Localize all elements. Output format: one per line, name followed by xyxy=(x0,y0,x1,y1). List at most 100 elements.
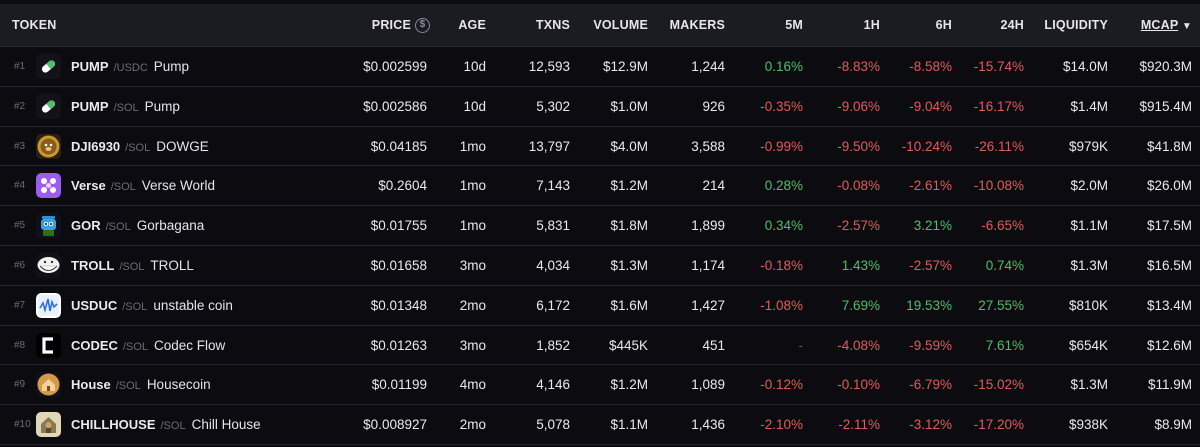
change-1h-cell: -2.11% xyxy=(838,417,880,433)
token-label[interactable]: DJI6930/SOL DOWGE xyxy=(71,127,209,166)
token-label[interactable]: House/SOL Housecoin xyxy=(71,365,211,404)
quote-symbol: /SOL xyxy=(110,181,136,194)
header-1h[interactable]: 1H xyxy=(863,18,880,32)
change-6h-cell: -9.59% xyxy=(909,337,952,353)
mcap-cell: $915.4M xyxy=(1139,98,1192,114)
change-24h-cell: -16.17% xyxy=(973,98,1024,114)
change-24h-cell: -17.20% xyxy=(973,417,1024,433)
change-6h-cell: -6.79% xyxy=(909,377,952,393)
liquidity-cell: $1.3M xyxy=(1070,257,1108,273)
header-5m[interactable]: 5M xyxy=(785,18,803,32)
txns-cell: 1,852 xyxy=(536,337,570,353)
mcap-cell: $8.9M xyxy=(1154,417,1192,433)
wave-chart-icon xyxy=(36,292,61,318)
liquidity-cell: $1.1M xyxy=(1070,218,1108,234)
table-row[interactable]: #5 GOR/SOL Gorbagana $0.01755 1mo 5,831 $1.8M 1… xyxy=(0,206,1200,246)
txns-cell: 7,143 xyxy=(536,178,570,194)
token-label[interactable]: TROLL/SOL TROLL xyxy=(71,246,194,285)
header-token[interactable]: TOKEN xyxy=(12,18,57,32)
change-24h-cell: 27.55% xyxy=(978,297,1024,313)
header-makers[interactable]: MAKERS xyxy=(669,18,725,32)
token-name: unstable coin xyxy=(153,297,233,313)
change-6h-cell: -8.58% xyxy=(909,59,952,74)
change-1h-cell: -0.08% xyxy=(837,178,880,194)
header-volume[interactable]: VOLUME xyxy=(593,18,648,32)
token-name: TROLL xyxy=(150,257,194,273)
table-row[interactable]: #2 PUMP/SOL Pump $0.002586 10d 5,302 $1.0M 926 -… xyxy=(0,87,1200,127)
token-name: Pump xyxy=(153,59,190,74)
rank-label: #2 xyxy=(14,100,26,112)
currency-toggle-icon[interactable]: $ xyxy=(415,18,430,34)
age-cell: 4mo xyxy=(459,377,486,393)
token-label[interactable]: CODEC/SOL Codec Flow xyxy=(71,326,225,365)
header-6h[interactable]: 6H xyxy=(935,18,952,32)
mcap-cell: $16.5M xyxy=(1146,257,1192,273)
change-6h-cell: -9.04% xyxy=(909,98,952,114)
price-cell: $0.01755 xyxy=(370,218,427,234)
header-24h[interactable]: 24H xyxy=(1000,18,1024,32)
header-price[interactable]: PRICE $ xyxy=(330,4,430,47)
txns-cell: 4,034 xyxy=(536,257,570,273)
makers-cell: 1,244 xyxy=(691,59,725,74)
house-coin-icon xyxy=(36,372,61,398)
dog-coin-icon xyxy=(36,133,61,159)
liquidity-cell: $938K xyxy=(1068,417,1108,433)
token-label[interactable]: PUMP/SOL Pump xyxy=(71,87,180,126)
volume-cell: $1.6M xyxy=(610,297,648,313)
change-5m-cell: -2.10% xyxy=(760,417,803,433)
mcap-cell: $41.8M xyxy=(1146,138,1192,154)
table-row[interactable]: #4 Verse/SOL Verse World $0.2604 1mo 7,143 $1.… xyxy=(0,166,1200,207)
change-24h-cell: -10.08% xyxy=(973,178,1024,194)
header-mcap[interactable]: MCAP ▼ xyxy=(1140,18,1192,32)
token-label[interactable]: Verse/SOL Verse World xyxy=(71,166,215,205)
change-6h-cell: 19.53% xyxy=(906,297,952,313)
volume-cell: $1.8M xyxy=(610,218,648,234)
table-row[interactable]: #7 USDUC/SOL unstable coin $0.01348 2mo 6,172… xyxy=(0,286,1200,326)
token-label[interactable]: GOR/SOL Gorbagana xyxy=(71,206,204,245)
token-label[interactable]: CHILLHOUSE/SOL Chill House xyxy=(71,405,261,444)
change-24h-cell: 0.74% xyxy=(985,257,1024,273)
quote-symbol: /SOL xyxy=(122,300,148,313)
sort-descending-icon: ▼ xyxy=(1181,21,1192,32)
token-symbol: House xyxy=(71,377,111,393)
age-cell: 2mo xyxy=(459,297,486,313)
price-cell: $0.002599 xyxy=(363,59,427,74)
rank-label: #8 xyxy=(14,339,26,351)
change-5m-cell: 0.28% xyxy=(764,178,803,194)
txns-cell: 12,593 xyxy=(528,59,570,74)
token-label[interactable]: USDUC/SOL unstable coin xyxy=(71,286,233,325)
table-row[interactable]: #6 TROLL/SOL TROLL $0.01658 3mo 4,034 $1.3M 1,1… xyxy=(0,246,1200,286)
change-24h-cell: 7.61% xyxy=(985,337,1024,353)
change-5m-cell: 0.16% xyxy=(764,59,803,74)
change-5m-cell: -0.35% xyxy=(760,98,803,114)
token-symbol: DJI6930 xyxy=(71,138,121,154)
token-label[interactable]: PUMP/USDC Pump xyxy=(71,47,189,86)
change-6h-cell: 3.21% xyxy=(913,218,952,234)
change-1h-cell: -0.10% xyxy=(837,377,880,393)
rank-label: #1 xyxy=(14,61,26,72)
quote-symbol: /SOL xyxy=(160,420,186,433)
rank-label: #10 xyxy=(14,419,31,431)
mcap-cell: $13.4M xyxy=(1146,297,1192,313)
age-cell: 3mo xyxy=(459,257,486,273)
table-row[interactable]: #1 PUMP/USDC Pump $0.002599 10d 12,593 $12.9M 1… xyxy=(0,47,1200,87)
table-row[interactable]: #3 DJI6930/SOL DOWGE $0.04185 1mo 13,797 $4.0M… xyxy=(0,127,1200,167)
table-row[interactable]: #9 House/SOL Housecoin $0.01199 4mo 4,146 $1.2… xyxy=(0,365,1200,406)
change-5m-cell: -0.12% xyxy=(760,377,803,393)
mcap-cell: $17.5M xyxy=(1146,218,1192,234)
header-age[interactable]: AGE xyxy=(458,18,486,32)
table-row[interactable]: #10 CHILLHOUSE/SOL Chill House $0.008927 2mo… xyxy=(0,405,1200,445)
change-5m-cell: -1.08% xyxy=(760,297,803,313)
token-name: Pump xyxy=(144,98,180,114)
token-symbol: PUMP xyxy=(71,98,109,114)
header-liquidity[interactable]: LIQUIDITY xyxy=(1044,18,1108,32)
change-6h-cell: -2.57% xyxy=(909,257,952,273)
price-cell: $0.01199 xyxy=(371,377,427,393)
volume-cell: $4.0M xyxy=(610,138,648,154)
verse-icon xyxy=(36,173,61,199)
header-txns[interactable]: TXNS xyxy=(535,18,570,32)
mcap-cell: $11.9M xyxy=(1147,377,1192,393)
table-row[interactable]: #8 CODEC/SOL Codec Flow $0.01263 3mo 1,852 $44… xyxy=(0,326,1200,366)
makers-cell: 1,436 xyxy=(691,417,725,433)
makers-cell: 1,427 xyxy=(691,297,725,313)
